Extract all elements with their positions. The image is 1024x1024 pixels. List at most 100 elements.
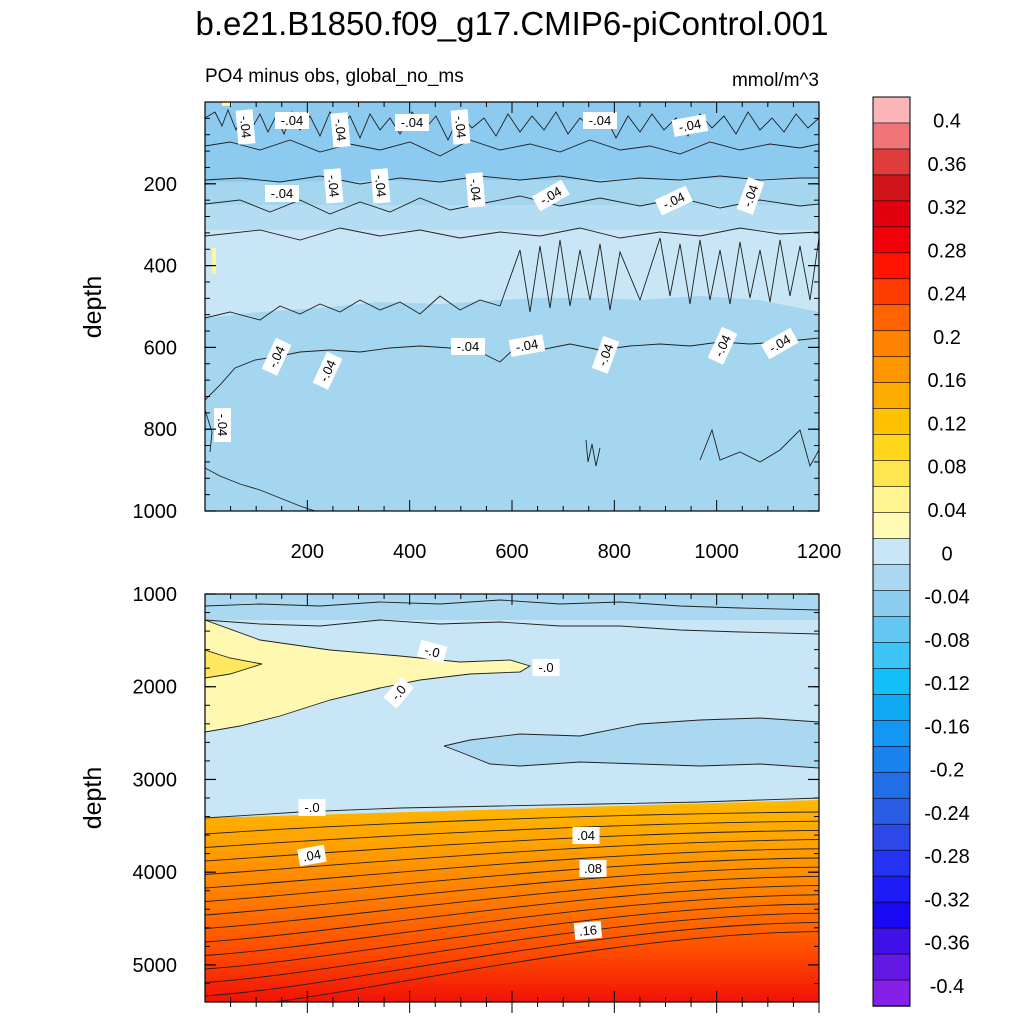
y-tick-label: 2000 xyxy=(133,677,178,699)
upper-x-axis: 200 400 600 800 1000 1200 xyxy=(230,102,841,563)
contour-label-bg xyxy=(465,172,486,208)
contour-label: .04 xyxy=(572,827,600,844)
contour-label-text: .04 xyxy=(302,847,322,865)
contour-label: -.04 xyxy=(323,168,344,204)
colorbar-swatch xyxy=(872,927,911,955)
colorbar-swatch xyxy=(872,694,911,722)
colorbar-label: -0.4 xyxy=(930,976,964,998)
colorbar-swatch xyxy=(872,979,911,1007)
contour-label: -.0 xyxy=(383,676,414,709)
colorbar-label: 0.2 xyxy=(933,327,961,349)
upper-yellow-spot xyxy=(212,248,216,274)
contour-label-text: -.0 xyxy=(388,682,409,703)
colorbar-swatch xyxy=(872,720,911,747)
y-tick-label: 5000 xyxy=(133,955,178,977)
contour-label: -.04 xyxy=(654,185,693,216)
contour-label: -.04 xyxy=(671,114,709,137)
y-tick-label: 4000 xyxy=(133,862,178,884)
colorbar-frame xyxy=(872,96,911,1007)
colorbar: 0.4 0.36 0.32 0.28 0.24 0.2 0.16 0.12 0.08 0.04 0 -… xyxy=(872,96,970,1007)
upper-contour xyxy=(585,439,601,467)
colorbar-swatch xyxy=(872,486,911,514)
colorbar-label: -0.2 xyxy=(930,760,964,782)
colorbar-swatch xyxy=(872,252,911,280)
colorbar-label: 0.04 xyxy=(928,500,967,522)
colorbar-label: 0 xyxy=(941,543,952,565)
contour-label-bg xyxy=(671,114,709,137)
y-tick-label: 3000 xyxy=(133,769,178,791)
upper-band-mid xyxy=(205,230,819,318)
contour-label-bg xyxy=(298,799,326,816)
lower-contour xyxy=(270,931,819,1002)
upper-band-top xyxy=(205,102,819,182)
lower-contour xyxy=(205,829,819,862)
contour-label-text: .16 xyxy=(578,922,597,939)
colorbar-swatch xyxy=(872,823,911,851)
chart-title: b.e21.B1850.f09_g17.CMIP6-piControl.001 xyxy=(196,5,829,42)
contour-label: -.0 xyxy=(298,799,326,816)
colorbar-swatch xyxy=(872,512,911,540)
contour-label: .08 xyxy=(579,860,607,877)
lower-contour xyxy=(205,894,819,956)
colorbar-label: -0.28 xyxy=(924,846,970,868)
contour-label-bg xyxy=(395,114,429,131)
contour-label: -.04 xyxy=(395,114,429,131)
lower-contour xyxy=(205,619,819,635)
upper-y-axis-title: depth xyxy=(79,276,107,339)
colorbar-swatch xyxy=(872,278,911,306)
y-tick-label: 600 xyxy=(144,337,177,359)
x-tick-label: 400 xyxy=(393,541,426,563)
lower-band-yellowtip xyxy=(205,650,262,678)
contour-label: -.0 xyxy=(532,659,560,676)
x-tick-label: 600 xyxy=(495,541,528,563)
contour-label-bg xyxy=(323,168,344,204)
contour-label-text: -.04 xyxy=(515,336,540,355)
contour-label-text: -.04 xyxy=(281,113,303,128)
colorbar-label: -0.24 xyxy=(924,803,970,825)
contour-label-bg xyxy=(531,179,570,212)
lower-contour xyxy=(205,875,819,929)
contour-label-bg xyxy=(654,185,693,216)
lower-contour xyxy=(205,857,819,902)
upper-contour xyxy=(205,139,819,157)
y-tick-label: 800 xyxy=(144,419,177,441)
contour-label: .16 xyxy=(573,920,603,941)
contour-label-bg xyxy=(261,337,292,376)
contour-label: -.04 xyxy=(707,326,738,365)
contour-label-text: -.04 xyxy=(740,183,762,209)
contour-label-bg xyxy=(416,639,448,664)
contour-label-text: -.04 xyxy=(215,414,230,436)
colorbar-swatch xyxy=(872,901,911,929)
contour-label-text: -.04 xyxy=(457,339,479,354)
upper-yellow-spot xyxy=(222,102,232,106)
subtitle-left: PO4 minus obs, global_no_ms xyxy=(205,66,464,87)
lower-contour-labels: -.0 -.0 -.0 -.0 .04 .04 .08 .16 xyxy=(297,639,607,941)
contour-label-bg xyxy=(707,326,738,365)
contour-label: -.04 xyxy=(508,334,546,357)
colorbar-label: 0.12 xyxy=(928,413,967,435)
lower-contour xyxy=(443,717,819,769)
contour-label-bg xyxy=(736,176,765,215)
contour-label-text: -.04 xyxy=(372,174,389,198)
upper-contour xyxy=(205,409,213,453)
x-tick-label: 200 xyxy=(291,541,324,563)
lower-contour xyxy=(205,649,263,679)
contour-label-text: .08 xyxy=(584,861,602,876)
x-tick-label: 800 xyxy=(598,541,631,563)
contour-label-bg xyxy=(579,860,607,877)
colorbar-swatch xyxy=(872,226,911,254)
contour-label-text: -.04 xyxy=(452,115,469,139)
units-label: mmol/m^3 xyxy=(732,70,819,91)
contour-label: -.04 xyxy=(261,337,292,376)
lower-contour xyxy=(205,820,819,848)
contour-label-text: -.04 xyxy=(589,113,611,128)
upper-contour xyxy=(205,237,819,321)
upper-contour xyxy=(205,227,819,241)
colorbar-label: 0.16 xyxy=(928,370,967,392)
contour-label-text: -.04 xyxy=(325,174,342,198)
lower-panel: -.0 -.0 -.0 -.0 .04 .04 .08 .16 1000 2000 3000 400… xyxy=(79,584,820,1013)
contour-label: -.04 xyxy=(330,112,351,148)
contour-label: -.04 xyxy=(451,338,485,355)
contour-label-text: -.04 xyxy=(678,116,703,135)
upper-contour-labels: -.04 -.04 -.04 -.04 -.04 -.04 -.04 -.04 -.04 -.04… xyxy=(214,109,799,442)
